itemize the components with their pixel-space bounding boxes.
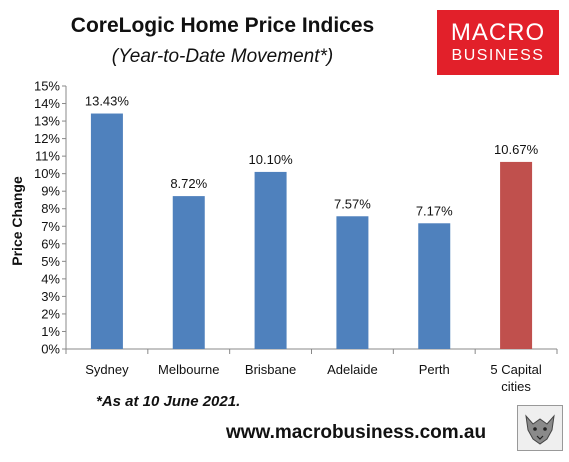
bar (172, 196, 205, 349)
y-tick-label: 9% (41, 184, 60, 199)
y-tick-label: 2% (41, 306, 60, 321)
y-tick-label: 8% (41, 201, 60, 216)
x-tick-label: Brisbane (245, 362, 296, 377)
y-tick-label: 12% (34, 131, 60, 146)
y-tick-label: 6% (41, 236, 60, 251)
footnote: *As at 10 June 2021. (96, 393, 241, 410)
bar (90, 113, 123, 349)
y-axis-title: Price Change (9, 176, 25, 266)
logo-line-2: BUSINESS (451, 47, 545, 64)
data-label: 7.57% (334, 196, 371, 211)
logo-line-1: MACRO (450, 19, 546, 46)
data-label: 8.72% (170, 176, 207, 191)
y-tick-label: 7% (41, 219, 60, 234)
data-label: 7.17% (416, 203, 453, 218)
bar-chart: Price Change 0% 1% 2% 3% 4% 5% 6% 7% 8% 9% 10% 11% 1… (9, 79, 558, 394)
x-tick-label: Perth (419, 362, 450, 377)
x-tick-label: Adelaide (327, 362, 378, 377)
y-tick-label: 13% (34, 114, 60, 129)
bar (500, 161, 533, 349)
chart-title: CoreLogic Home Price Indices (70, 14, 375, 37)
y-tick-label: 11% (35, 149, 60, 164)
y-tick-label: 10% (34, 166, 60, 181)
website-url: www.macrobusiness.com.au (226, 422, 487, 443)
data-label: 10.10% (249, 152, 294, 167)
y-tick-label: 4% (41, 271, 60, 286)
y-tick-label: 0% (41, 342, 60, 357)
wolf-logo-icon (517, 405, 563, 451)
x-tick-label: Sydney (85, 362, 129, 377)
chart-subtitle: (Year-to-Date Movement*) (111, 46, 334, 67)
data-label: 10.67% (494, 142, 539, 157)
y-tick-label: 14% (34, 96, 60, 111)
data-label: 13.43% (85, 94, 130, 109)
bar (254, 171, 287, 349)
y-tick-label: 15% (34, 79, 60, 94)
x-tick-label: Melbourne (158, 362, 219, 377)
y-tick-label: 1% (41, 324, 60, 339)
bar (336, 216, 369, 349)
x-tick-label: 5 Capital cities (490, 362, 541, 394)
y-tick-label: 3% (41, 289, 60, 304)
macrobusiness-logo: MACRO BUSINESS (437, 10, 559, 75)
y-tick-label: 5% (41, 254, 60, 269)
bar (418, 223, 451, 349)
